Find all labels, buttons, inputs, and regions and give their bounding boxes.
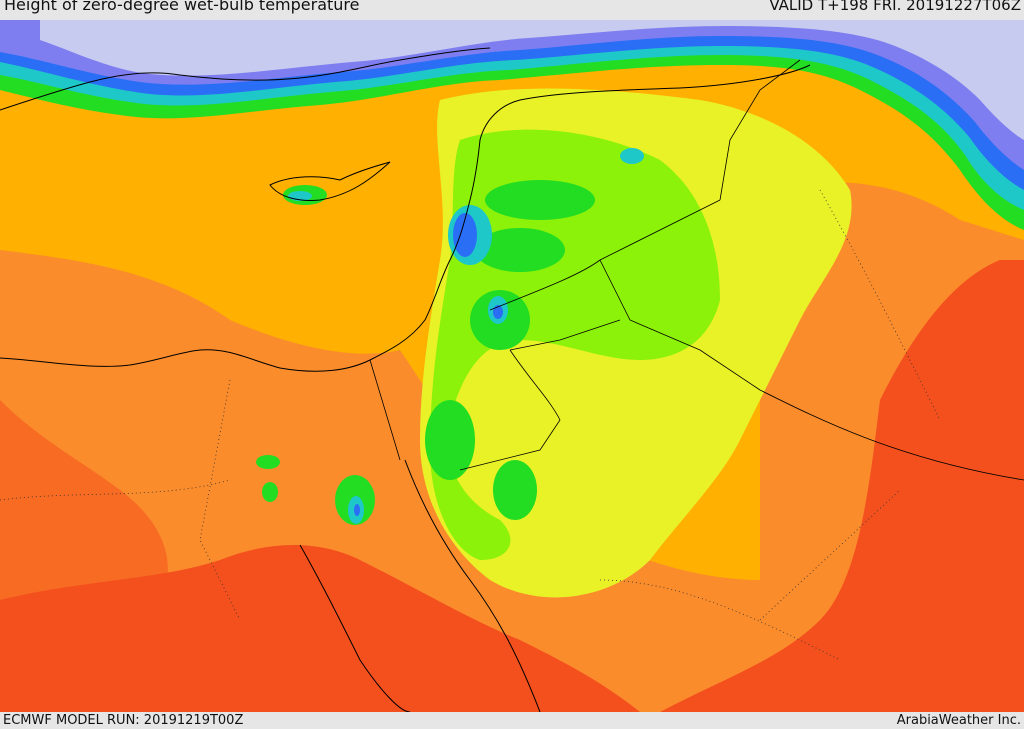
field-green-8 xyxy=(256,455,280,469)
model-run: ECMWF MODEL RUN: 20191219T00Z xyxy=(3,713,244,728)
field-green-4 xyxy=(425,400,475,480)
coastlines xyxy=(0,47,811,712)
valid-time: VALID T+198 FRI. 20191227T06Z xyxy=(769,0,1021,14)
field-green-1 xyxy=(485,180,595,220)
map-title: Height of zero-degree wet-bulb temperatu… xyxy=(4,0,360,14)
header-bar: Height of zero-degree wet-bulb temperatu… xyxy=(0,0,1024,20)
field-blue-2 xyxy=(493,305,503,319)
credit: ArabiaWeather Inc. xyxy=(896,713,1021,728)
weather-map[interactable] xyxy=(0,20,1024,712)
field-lavender-north xyxy=(40,20,1024,140)
borders xyxy=(369,59,1024,481)
field-desert-high-west xyxy=(0,400,168,600)
field-blue-1 xyxy=(453,213,477,257)
field-cyan-5 xyxy=(620,148,644,164)
field-green-9 xyxy=(262,482,278,502)
cyprus-island xyxy=(269,161,391,201)
field-blue-3 xyxy=(354,504,360,516)
field-green-5 xyxy=(493,460,537,520)
field-desert-high-east xyxy=(660,260,1024,712)
footer-bar: ECMWF MODEL RUN: 20191219T00Z ArabiaWeat… xyxy=(0,712,1024,729)
field-green-2 xyxy=(475,228,565,272)
